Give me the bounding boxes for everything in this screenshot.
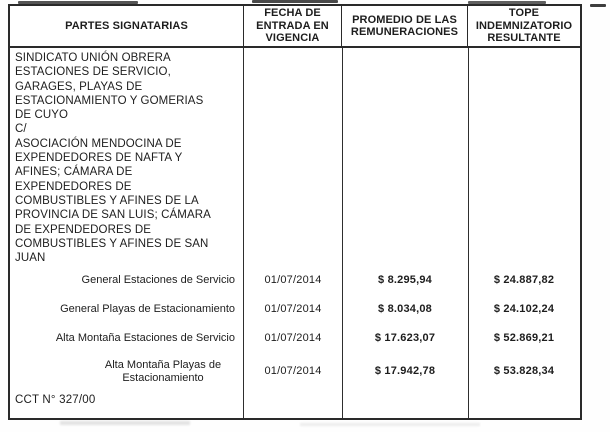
table-row: General Estaciones de Servicio 01/07/201… <box>10 265 580 294</box>
scan-artifact <box>18 1 138 4</box>
average-remuneration-cell: $ 17.942,78 <box>374 365 436 378</box>
header-promedio-remuneraciones: PROMEDIO DE LAS REMUNERACIONES <box>342 6 468 46</box>
signatories-row: SINDICATO UNIÓN OBRERA ESTACIONES DE SER… <box>10 48 580 265</box>
category-cell: Alta Montaña Playas de Estacionamiento <box>104 358 222 385</box>
table-row: General Playas de Estacionamiento 01/07/… <box>10 294 580 323</box>
category-cell: Alta Montaña Estaciones de Servicio <box>55 331 235 344</box>
scan-artifact <box>60 421 190 425</box>
empty-cell <box>342 48 468 265</box>
header-partes-signatarias: PARTES SIGNATARIAS <box>10 6 244 46</box>
indemnity-cap-cell: $ 24.102,24 <box>493 302 555 315</box>
table-row: Alta Montaña Estaciones de Servicio 01/0… <box>10 323 580 352</box>
scan-artifact <box>252 0 338 3</box>
average-remuneration-cell: $ 17.623,07 <box>374 331 436 344</box>
date-cell: 01/07/2014 <box>264 365 322 378</box>
scan-artifact <box>590 4 606 7</box>
signatories-text: SINDICATO UNIÓN OBRERA ESTACIONES DE SER… <box>15 52 211 265</box>
empty-cell <box>468 48 580 265</box>
table-body: SINDICATO UNIÓN OBRERA ESTACIONES DE SER… <box>10 48 580 418</box>
category-cell: General Estaciones de Servicio <box>81 273 235 286</box>
average-remuneration-cell: $ 8.034,08 <box>378 302 432 315</box>
indemnity-cap-table: PARTES SIGNATARIAS FECHA DE ENTRADA EN V… <box>8 4 582 420</box>
cct-note: CCT N° 327/00 <box>15 394 96 406</box>
average-remuneration-cell: $ 8.295,94 <box>378 273 432 286</box>
date-cell: 01/07/2014 <box>264 302 322 315</box>
date-cell: 01/07/2014 <box>264 331 322 344</box>
scan-artifact <box>468 1 546 4</box>
header-fecha-entrada-vigencia: FECHA DE ENTRADA EN VIGENCIA <box>244 6 342 46</box>
table-row: Alta Montaña Playas de Estacionamiento 0… <box>10 352 580 390</box>
category-cell: General Playas de Estacionamiento <box>60 302 235 315</box>
date-cell: 01/07/2014 <box>264 273 322 286</box>
empty-cell <box>244 48 342 265</box>
table-header-row: PARTES SIGNATARIAS FECHA DE ENTRADA EN V… <box>10 6 580 48</box>
scan-artifact <box>300 423 480 426</box>
indemnity-cap-cell: $ 24.887,82 <box>493 273 555 286</box>
header-tope-indemnizatorio: TOPE INDEMNIZATORIO RESULTANTE <box>475 7 573 45</box>
indemnity-cap-cell: $ 53.828,34 <box>493 365 555 378</box>
indemnity-cap-cell: $ 52.869,21 <box>493 331 555 344</box>
